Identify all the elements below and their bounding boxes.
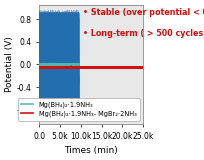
X-axis label: Times (min): Times (min) [64,146,118,155]
Legend: Mg(BH₄)₂·1.9NH₃, Mg(BH₄)₂·1.9NH₃- MgBr₂·2NH₃: Mg(BH₄)₂·1.9NH₃, Mg(BH₄)₂·1.9NH₃- MgBr₂·… [18,98,139,121]
Text: • Long-term ( > 500 cycles): • Long-term ( > 500 cycles) [82,29,204,38]
Y-axis label: Potential (V): Potential (V) [5,36,14,92]
Text: 0.1 mA cm⁻²: 0.1 mA cm⁻² [42,103,90,112]
Text: • Stable (over potential < 0.03V): • Stable (over potential < 0.03V) [82,8,204,17]
